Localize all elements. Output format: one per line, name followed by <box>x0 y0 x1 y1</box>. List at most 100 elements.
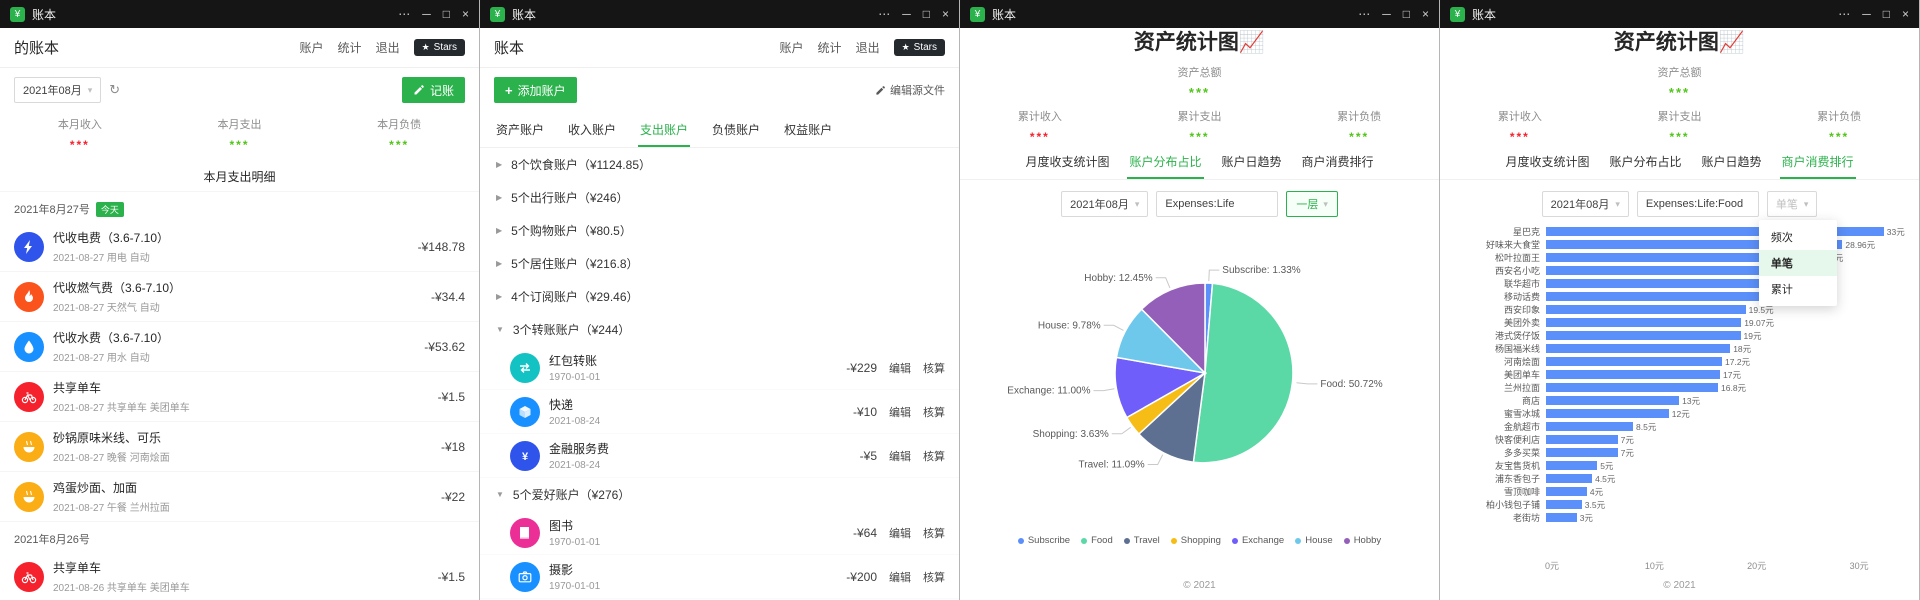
tab-item-2[interactable]: 账户日趋势 <box>1221 155 1282 170</box>
maximize-icon[interactable]: □ <box>1402 7 1410 21</box>
account-group-header[interactable]: ▶ 8个饮食账户（¥1124.85） <box>480 148 959 181</box>
transaction-row[interactable]: 共享单车 2021-08-26 共享单车 美团单车 -¥1.5 <box>0 552 479 600</box>
account-group-header[interactable]: ▶ 5个购物账户（¥80.5） <box>480 214 959 247</box>
minimize-icon[interactable]: ─ <box>1382 7 1391 21</box>
nav-link-2[interactable]: 退出 <box>855 41 880 55</box>
edit-link[interactable]: 编辑 <box>889 406 911 419</box>
bar-category-label: 好味来大食堂 <box>1485 240 1540 251</box>
nav-link-2[interactable]: 退出 <box>375 41 400 55</box>
month-select[interactable]: 2021年08月 ▾ <box>1061 191 1149 218</box>
close-icon[interactable]: × <box>1901 7 1909 21</box>
tab-item-3[interactable]: 商户消费排行 <box>1301 155 1374 170</box>
tab-item-3[interactable]: 商户消费排行 <box>1779 144 1856 180</box>
mode-dropdown-menu: 频次单笔累计 <box>1758 220 1837 307</box>
tab-item-1[interactable]: 账户分布占比 <box>1609 155 1682 170</box>
nav-link-0[interactable]: 账户 <box>779 41 804 55</box>
edit-link[interactable]: 编辑 <box>889 527 911 540</box>
month-select[interactable]: 2021年08月 ▾ <box>1541 191 1629 218</box>
tab-item-3[interactable]: 负债账户 <box>712 123 761 137</box>
more-icon[interactable]: ⋯ <box>878 7 891 21</box>
account-row[interactable]: 快递 2021-08-24 -¥10 编辑 核算 <box>480 390 959 434</box>
transaction-row[interactable]: 代收燃气费（3.6-7.10） 2021-08-27 天然气 自动 -¥34.4 <box>0 272 479 322</box>
edit-link[interactable]: 编辑 <box>889 571 911 584</box>
filter-input[interactable] <box>1636 191 1759 218</box>
more-icon[interactable]: ⋯ <box>1838 7 1851 21</box>
transaction-row[interactable]: 共享单车 2021-08-27 共享单车 美团单车 -¥1.5 <box>0 372 479 422</box>
nav-link-1[interactable]: 统计 <box>337 41 362 55</box>
tab-item-2[interactable]: 账户日趋势 <box>1701 155 1762 170</box>
more-icon[interactable]: ⋯ <box>1358 7 1371 21</box>
account-group-header[interactable]: ▶ 5个居住账户（¥216.8） <box>480 247 959 280</box>
more-icon[interactable]: ⋯ <box>398 7 411 21</box>
legend-item[interactable]: House <box>1295 535 1333 546</box>
filter-input[interactable] <box>1156 191 1279 218</box>
audit-link[interactable]: 核算 <box>923 571 945 584</box>
close-icon[interactable]: × <box>1421 7 1429 21</box>
maximize-icon[interactable]: □ <box>922 7 930 21</box>
tab-item-2[interactable]: 支出账户 <box>638 112 691 147</box>
menu-option-0[interactable]: 频次 <box>1770 232 1793 245</box>
refresh-icon[interactable]: ↻ <box>109 82 121 97</box>
close-icon[interactable]: × <box>461 7 469 21</box>
transaction-row[interactable]: 鸡蛋炒面、加面 2021-08-27 午餐 兰州拉面 -¥22 <box>0 472 479 522</box>
audit-link[interactable]: 核算 <box>923 450 945 463</box>
minimize-icon[interactable]: ─ <box>1862 7 1871 21</box>
account-row[interactable]: ¥ 金融服务费 2021-08-24 -¥5 编辑 核算 <box>480 434 959 478</box>
audit-link[interactable]: 核算 <box>923 406 945 419</box>
maximize-icon[interactable]: □ <box>442 7 450 21</box>
app-logo-icon: ¥ <box>1450 6 1465 22</box>
account-row[interactable]: 红包转账 1970-01-01 -¥229 编辑 核算 <box>480 346 959 390</box>
minimize-icon[interactable]: ─ <box>902 7 911 21</box>
nav-bar: 账本 账户 统计 退出 ★ Stars <box>480 28 959 68</box>
maximize-icon[interactable]: □ <box>1882 7 1890 21</box>
legend-item[interactable]: Travel <box>1123 535 1160 546</box>
record-button[interactable]: 记账 <box>401 77 465 103</box>
audit-link[interactable]: 核算 <box>923 527 945 540</box>
transaction-row[interactable]: 代收电费（3.6-7.10） 2021-08-27 用电 自动 -¥148.78 <box>0 222 479 272</box>
mode-select[interactable]: 单笔 ▾ <box>1766 191 1818 218</box>
nav-link-0[interactable]: 账户 <box>299 41 324 55</box>
account-group-header[interactable]: ▼ 3个转账账户（¥244） <box>480 313 959 346</box>
account-group-header[interactable]: ▶ 4个订阅账户（¥29.46） <box>480 280 959 313</box>
menu-option-1[interactable]: 单笔 <box>1758 250 1837 277</box>
nav-link-1[interactable]: 统计 <box>817 41 842 55</box>
edit-link[interactable]: 编辑 <box>889 450 911 463</box>
edit-source-link[interactable]: 编辑源文件 <box>875 82 945 98</box>
tab-item-0[interactable]: 资产账户 <box>496 123 545 137</box>
transaction-row[interactable]: 砂锅原味米线、可乐 2021-08-27 晚餐 河南烩面 -¥18 <box>0 422 479 472</box>
close-icon[interactable]: × <box>941 7 949 21</box>
transaction-row[interactable]: 代收水费（3.6-7.10） 2021-08-27 用水 自动 -¥53.62 <box>0 322 479 372</box>
legend-item[interactable]: Hobby <box>1343 535 1381 546</box>
github-stars-badge[interactable]: ★ Stars <box>893 39 945 56</box>
transaction-amount: -¥1.5 <box>437 389 465 404</box>
add-account-button[interactable]: + 添加账户 <box>494 77 577 103</box>
legend-item[interactable]: Exchange <box>1231 535 1284 546</box>
account-row[interactable]: 摄影 1970-01-01 -¥200 编辑 核算 <box>480 555 959 599</box>
transaction-subtitle: 2021-08-27 午餐 兰州拉面 <box>53 503 170 514</box>
account-title: 金融服务费 <box>549 442 610 456</box>
legend-item[interactable]: Subscribe <box>1017 535 1070 546</box>
legend-item[interactable]: Shopping <box>1170 535 1221 546</box>
pie-label: Travel: 11.09% <box>1079 460 1145 471</box>
account-row[interactable]: 图书 1970-01-01 -¥64 编辑 核算 <box>480 511 959 555</box>
tab-item-0[interactable]: 月度收支统计图 <box>1025 155 1110 170</box>
level-button[interactable]: 一层 ▾ <box>1286 191 1338 218</box>
bar-category-label: 金航超市 <box>1503 422 1540 433</box>
tab-item-4[interactable]: 权益账户 <box>784 123 833 137</box>
tab-item-1[interactable]: 收入账户 <box>568 123 617 137</box>
tab-item-0[interactable]: 月度收支统计图 <box>1505 155 1590 170</box>
audit-link[interactable]: 核算 <box>923 362 945 375</box>
legend-item[interactable]: Food <box>1081 535 1113 546</box>
account-amount: -¥64 <box>852 525 877 540</box>
month-select[interactable]: 2021年08月 ▾ <box>14 77 102 103</box>
month-select-value: 2021年08月 <box>23 85 82 97</box>
account-date: 1970-01-01 <box>549 581 601 592</box>
menu-option-2[interactable]: 累计 <box>1770 284 1793 297</box>
account-group-header[interactable]: ▶ 5个出行账户（¥246） <box>480 181 959 214</box>
edit-link[interactable]: 编辑 <box>889 362 911 375</box>
minimize-icon[interactable]: ─ <box>422 7 431 21</box>
tab-item-1[interactable]: 账户分布占比 <box>1127 144 1204 180</box>
account-group-header[interactable]: ▼ 5个爱好账户（¥276） <box>480 478 959 511</box>
github-stars-badge[interactable]: ★ Stars <box>413 39 465 56</box>
bar-track: 19.07元 <box>1546 317 1905 329</box>
